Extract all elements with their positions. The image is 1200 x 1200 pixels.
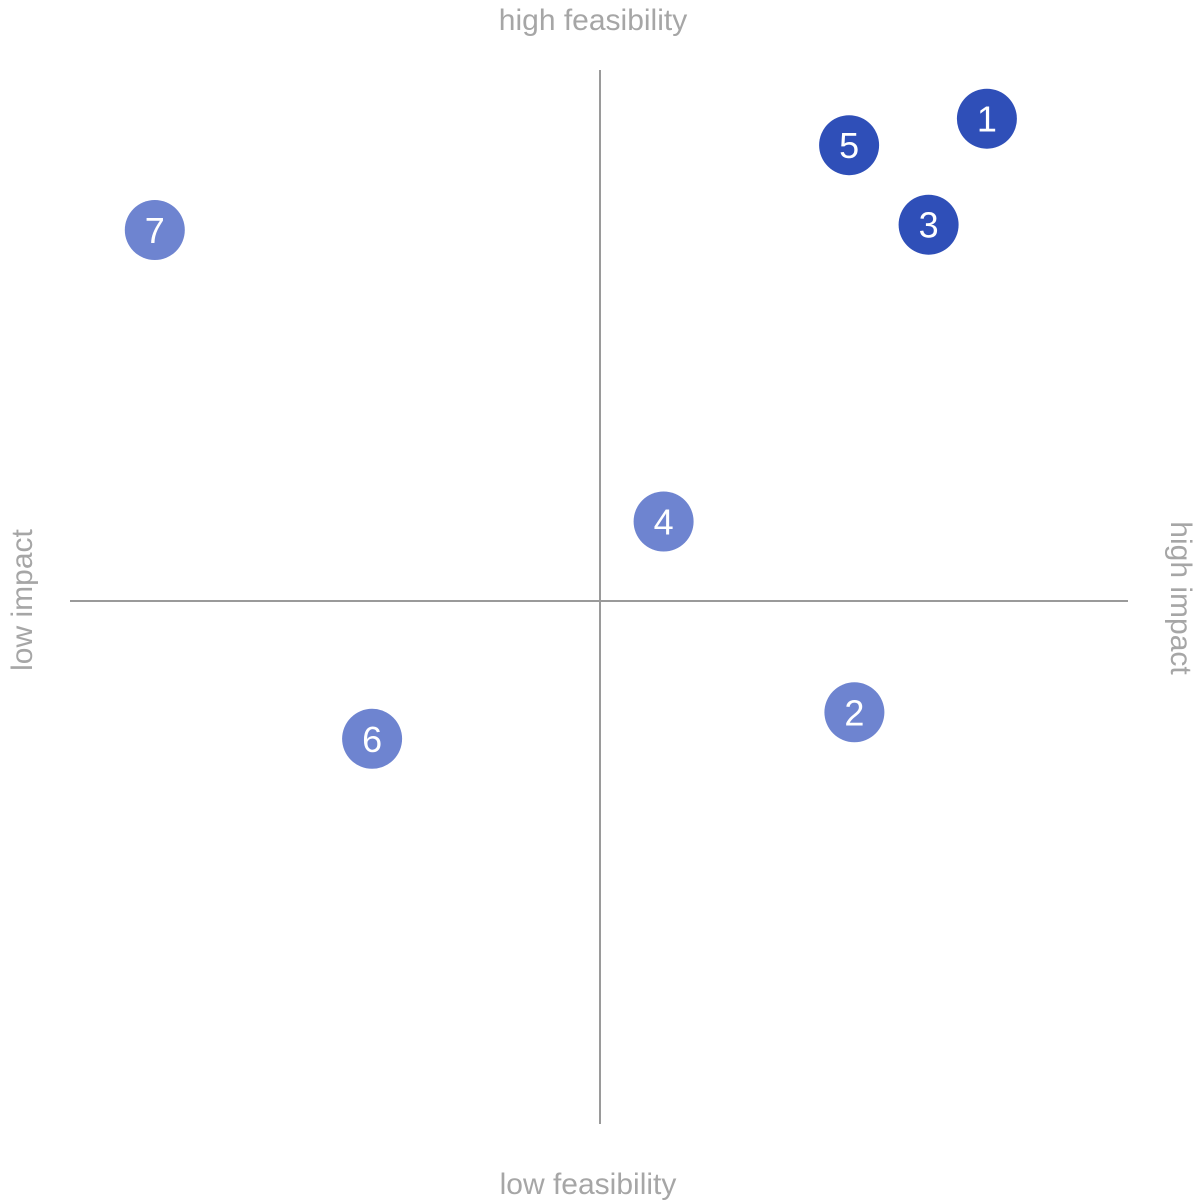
x-axis-low-label: low impact [6, 528, 39, 670]
data-point-label: 1 [977, 99, 997, 140]
y-axis-low-label: low feasibility [500, 1168, 677, 1200]
data-point-label: 2 [844, 692, 864, 733]
data-point-marker [819, 115, 880, 176]
data-point-7: 7 [124, 200, 185, 260]
data-point-marker [898, 194, 959, 255]
x-axis-high-label: high impact [1164, 521, 1197, 675]
data-point-label: 3 [919, 205, 939, 246]
data-point-label: 5 [839, 125, 859, 166]
data-point-marker [124, 200, 185, 260]
data-point-marker [824, 682, 885, 743]
data-point-label: 6 [362, 719, 382, 760]
data-point-1: 1 [956, 88, 1017, 149]
data-point-marker [633, 491, 694, 552]
data-point-4: 4 [633, 491, 694, 552]
data-point-6: 6 [342, 708, 403, 769]
data-point-3: 3 [898, 194, 959, 255]
data-point-2: 2 [824, 682, 885, 743]
data-point-label: 4 [654, 502, 674, 543]
data-point-label: 7 [145, 210, 165, 251]
data-points: 1 2 3 4 5 6 7 [124, 88, 1017, 769]
y-axis-high-label: high feasibility [499, 4, 687, 37]
data-point-marker [956, 88, 1017, 149]
data-point-5: 5 [819, 115, 880, 176]
data-point-marker [342, 708, 403, 769]
